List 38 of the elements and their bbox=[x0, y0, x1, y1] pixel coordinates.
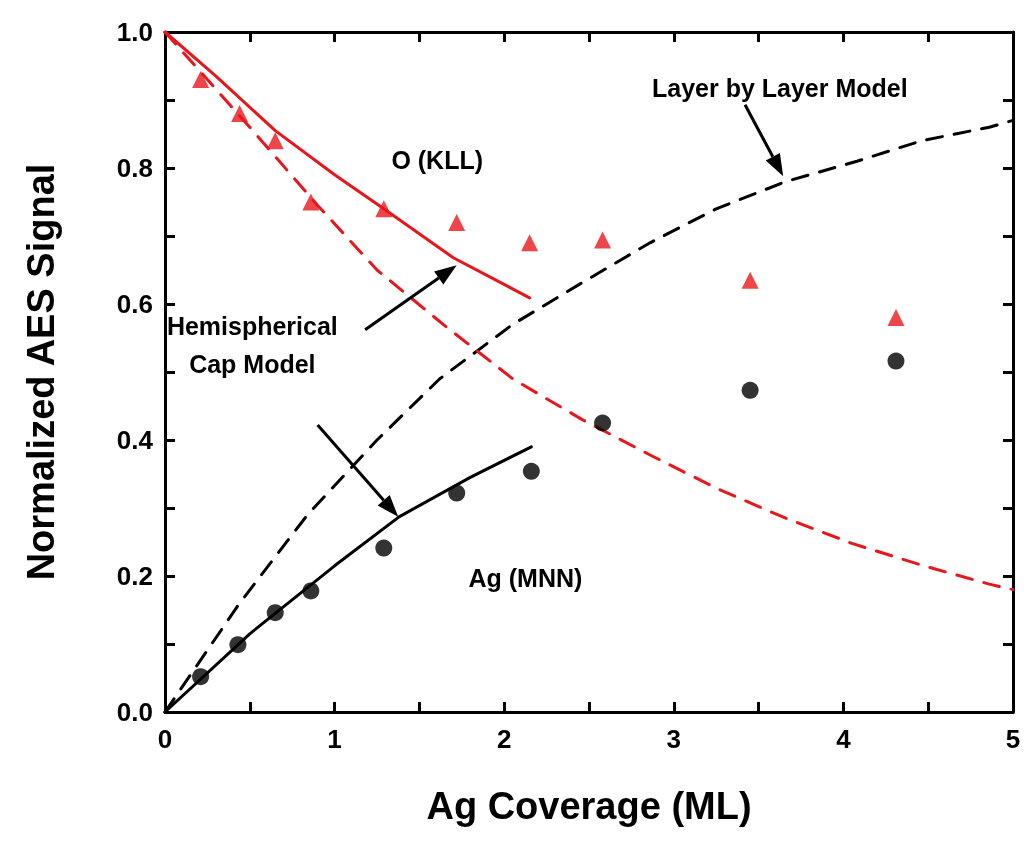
point bbox=[231, 105, 249, 123]
point bbox=[266, 132, 284, 150]
point bbox=[522, 462, 540, 480]
point bbox=[741, 381, 759, 399]
y-tick-label: 0.0 bbox=[116, 697, 153, 727]
y-tick-label: 0.2 bbox=[116, 561, 153, 591]
point bbox=[375, 200, 393, 218]
point bbox=[266, 604, 284, 622]
point bbox=[887, 309, 905, 327]
y-tick-label: 1.0 bbox=[116, 17, 153, 47]
point bbox=[192, 71, 210, 89]
point bbox=[741, 271, 759, 289]
point bbox=[192, 668, 210, 686]
y-tick-label: 0.8 bbox=[116, 153, 153, 183]
point bbox=[594, 231, 612, 249]
y-tick-label: 0.6 bbox=[116, 289, 153, 319]
x-axis-title: Ag Coverage (ML) bbox=[426, 785, 752, 827]
point bbox=[375, 539, 393, 557]
point bbox=[887, 352, 905, 370]
annotation: Ag (MNN) bbox=[468, 564, 583, 593]
point bbox=[521, 234, 539, 252]
x-tick-label: 0 bbox=[157, 724, 173, 754]
x-tick-label: 3 bbox=[666, 724, 682, 754]
point bbox=[229, 636, 247, 654]
x-tick-label: 4 bbox=[836, 724, 852, 754]
annotation: Layer by Layer Model bbox=[651, 73, 908, 102]
point bbox=[448, 484, 466, 502]
point bbox=[594, 414, 612, 432]
x-tick-label: 2 bbox=[496, 724, 512, 754]
point bbox=[302, 193, 320, 211]
point bbox=[448, 213, 466, 231]
y-tick-label: 0.4 bbox=[116, 425, 154, 455]
x-tick-label: 1 bbox=[327, 724, 342, 754]
point bbox=[302, 582, 320, 600]
y-axis-title: Normalized AES Signal bbox=[20, 163, 62, 581]
annotation: Hemispherical Cap Model bbox=[166, 311, 338, 378]
annotation: O (KLL) bbox=[391, 145, 484, 174]
x-tick-label: 5 bbox=[1005, 724, 1021, 754]
